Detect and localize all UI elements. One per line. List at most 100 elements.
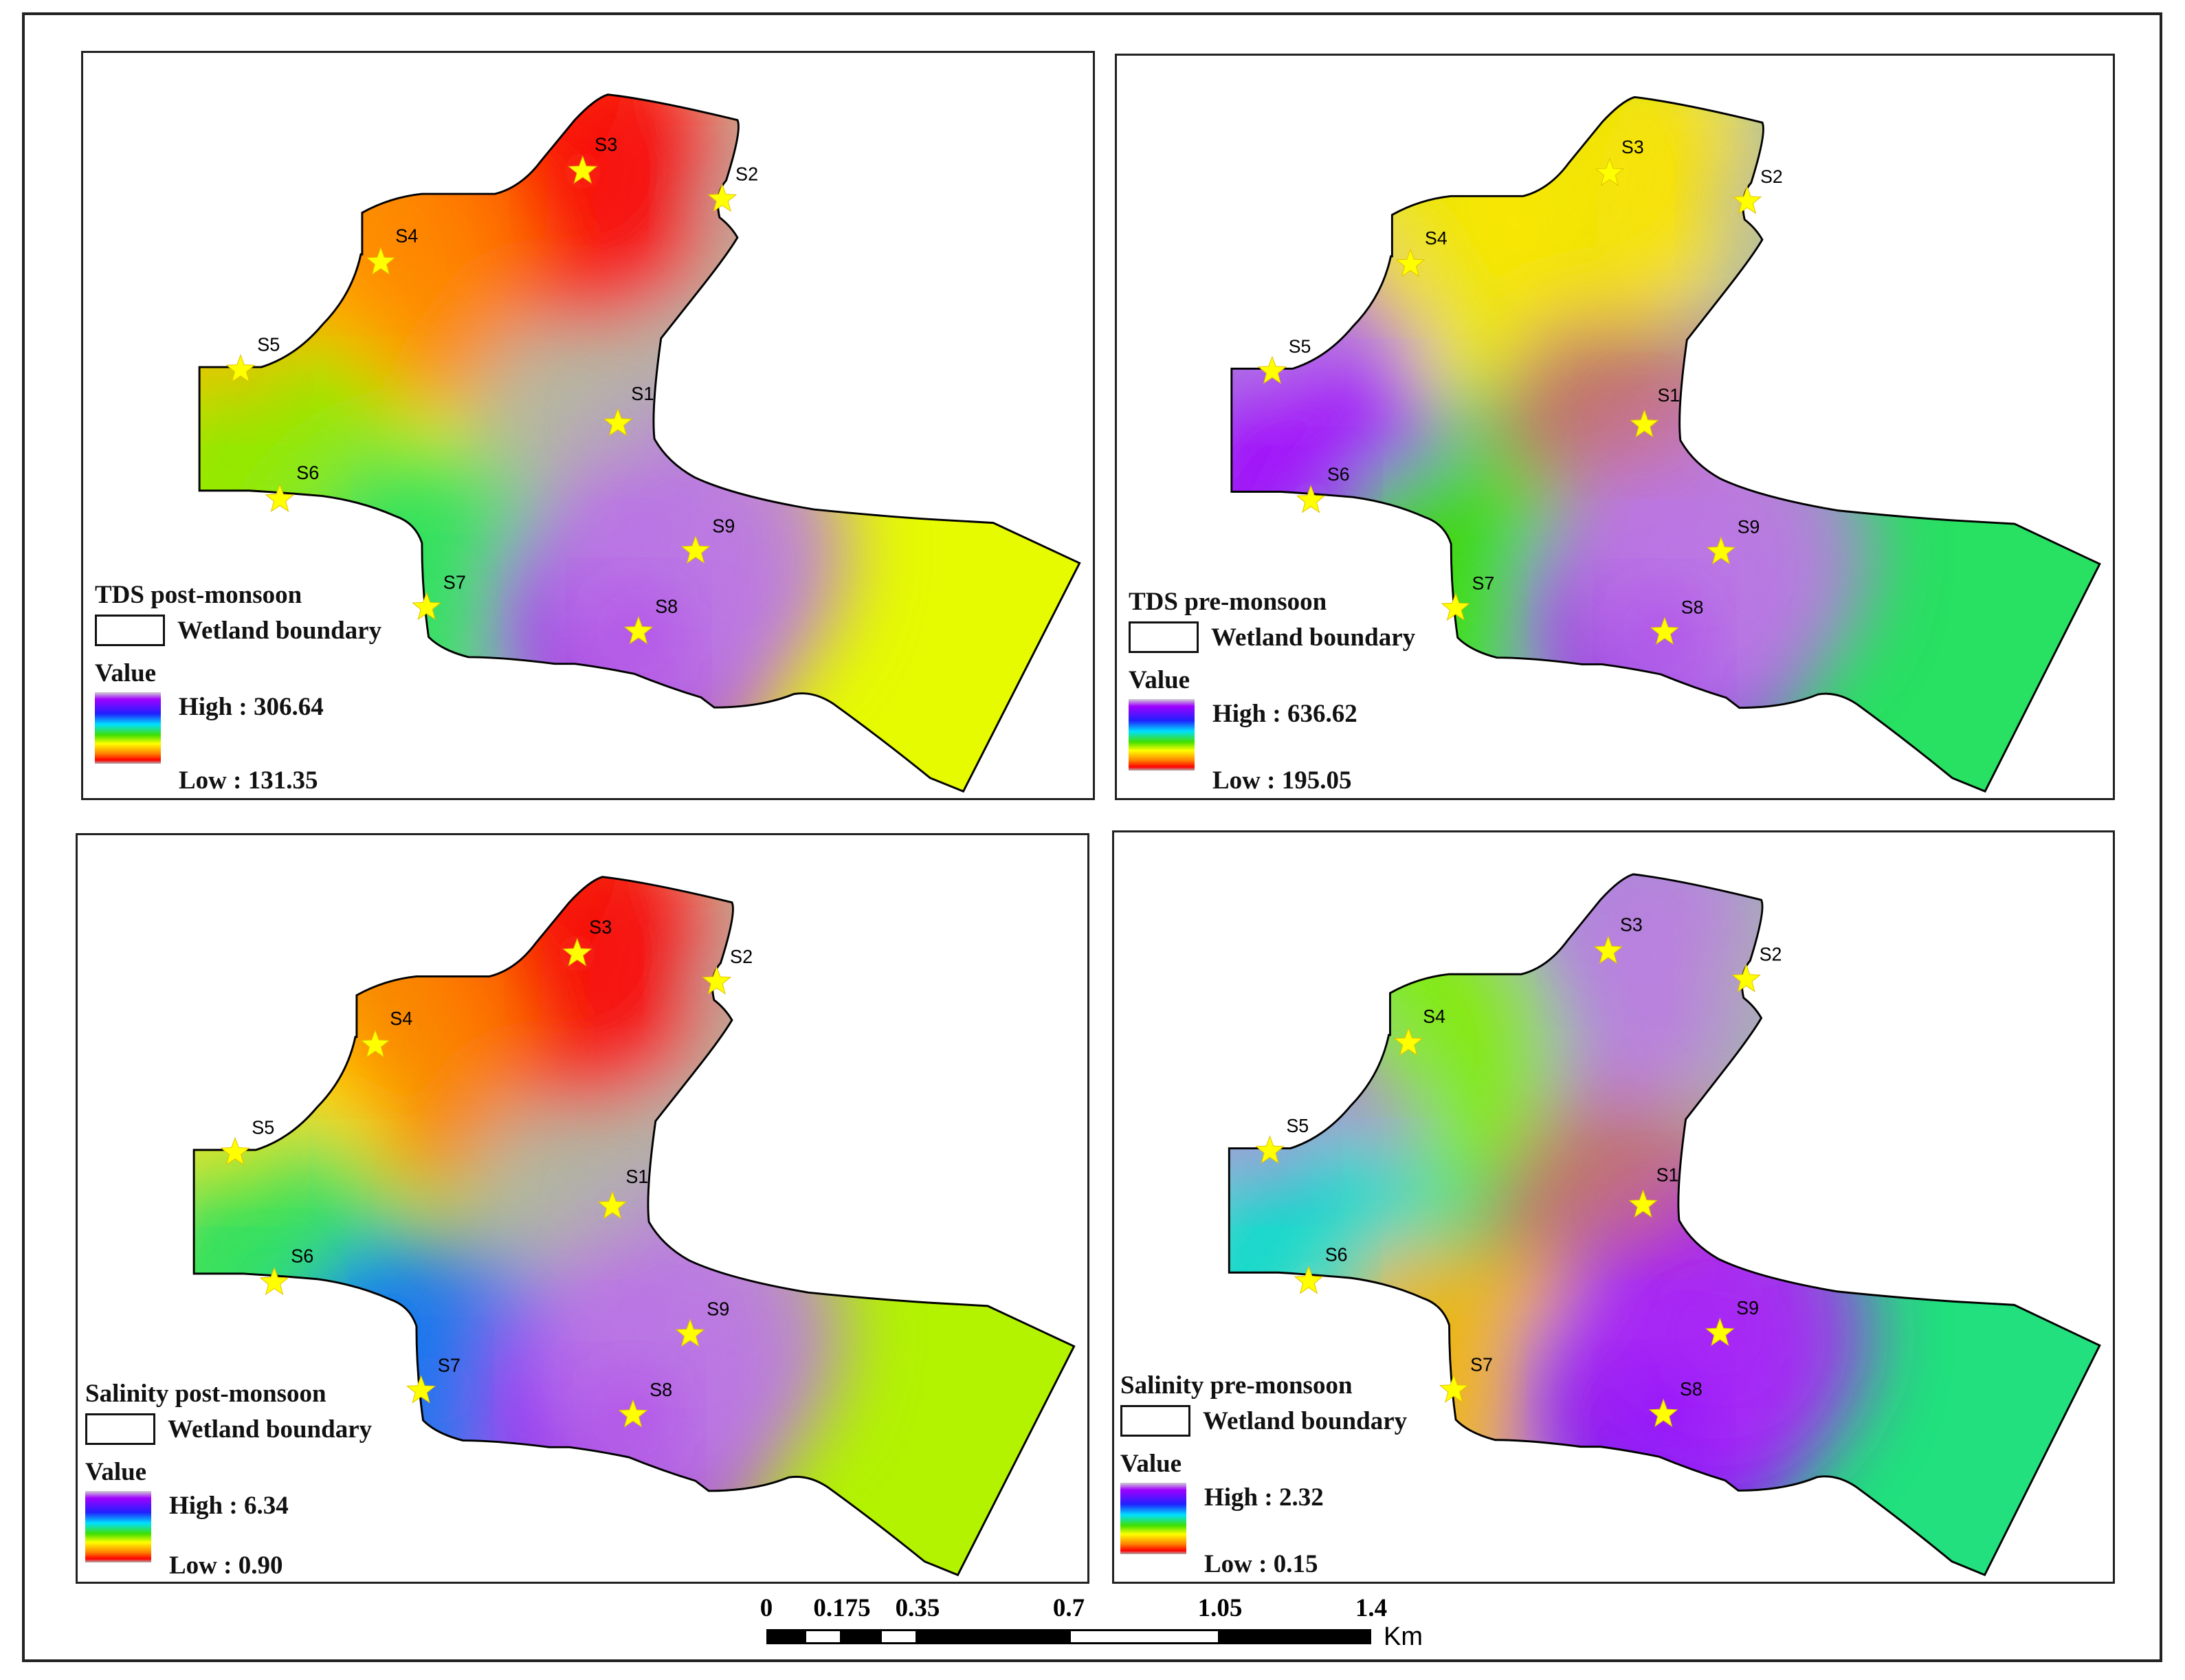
station-star-icon [1255,1135,1285,1164]
station-label: S9 [1736,1297,1759,1318]
value-label: Value [95,659,157,687]
station-star-icon [1628,1189,1658,1218]
boundary-swatch [95,615,165,646]
map-svg: S1 S2 S3 S4 S5 S6 S7 S8 S9 [1230,96,2101,793]
station-label: S7 [1470,1353,1493,1375]
high-label: High : 636.62 [1212,700,1357,728]
boundary-swatch [1120,1405,1190,1437]
station-star-icon [220,1136,250,1166]
station-star-icon [1393,1027,1423,1056]
station-star-icon [1630,409,1659,438]
station-star-icon [603,408,633,436]
station-star-icon [1731,964,1761,993]
scale-tick-label: 0.7 [1052,1594,1085,1622]
value-label: Value [1129,666,1190,694]
station-label: S1 [631,383,654,404]
boundary-label: Wetland boundary [1203,1406,1408,1435]
scale-unit: Km [1384,1622,1423,1651]
high-label: High : 306.64 [179,693,324,721]
station-label: S6 [296,462,319,483]
station-star-icon [707,184,737,212]
panel-tds-post-monsoon: S1 S2 S3 S4 S5 S6 S7 S8 S9 [81,51,1095,800]
station-star-icon [412,591,442,621]
station-star-icon [1706,536,1736,565]
legend-tds-post: TDS post-monsoon Wetland boundary Value … [95,582,381,795]
station-label: S4 [1425,228,1448,248]
station-label: S1 [625,1166,648,1187]
scale-segment [804,1629,842,1644]
map-svg: S1 S2 S3 S4 S5 S6 S7 S8 S9 [192,876,1076,1577]
scale-segment [918,1629,1069,1644]
station-star-icon [1705,1317,1735,1347]
station-label: S9 [707,1298,729,1319]
scale-tick-label: 0.35 [895,1594,940,1622]
station-star-icon [259,1266,289,1296]
station-star-icon [597,1191,628,1219]
station-label: S6 [291,1245,313,1266]
station-label: S6 [1325,1244,1348,1265]
station-star-icon [225,354,256,383]
legend-salinity-pre: Salinity pre-monsoon Wetland boundary Va… [1120,1372,1407,1579]
boundary-swatch [85,1413,155,1445]
station-star-icon [562,938,592,966]
panel-salinity-post-monsoon: S1 S2 S3 S4 S5 S6 S7 S8 S9 [76,833,1089,1584]
high-label: High : 2.32 [1204,1483,1324,1512]
station-star-icon [568,155,598,184]
station-star-icon [265,483,295,512]
station-star-icon [1439,1374,1469,1403]
station-star-icon [406,1375,436,1404]
station-label: S8 [655,595,678,617]
color-ramp [1120,1483,1186,1554]
legend-tds-pre: TDS pre-monsoon Wetland boundary Value H… [1129,588,1415,795]
low-label: Low : 195.05 [1212,766,1352,795]
station-label: S5 [252,1116,274,1138]
scale-bar: Km 0 0.175 0.35 0.7 1.05 1.4 [760,1593,1454,1655]
station-star-icon [1650,616,1680,645]
scale-segment [1069,1629,1220,1644]
station-star-icon [1441,592,1471,621]
station-star-icon [680,535,711,564]
value-label: Value [1120,1450,1182,1478]
station-star-icon [675,1318,705,1347]
boundary-swatch [1129,621,1199,653]
station-label: S8 [1681,597,1704,617]
station-star-icon [1648,1398,1678,1428]
boundary-label: Wetland boundary [177,616,382,645]
station-label: S8 [1680,1378,1702,1400]
station-label: S3 [1621,137,1644,157]
station-star-icon [1294,1265,1324,1294]
station-star-icon [702,966,732,995]
scale-segment [766,1629,804,1644]
wetland-boundary [198,93,1081,793]
wetland-boundary [192,876,1076,1577]
station-star-icon [366,246,396,276]
station-label: S6 [1327,464,1350,485]
station-label: S5 [1289,336,1311,357]
panel-salinity-pre-monsoon: S1 S2 S3 S4 S5 S6 S7 S8 S9 [1112,830,2115,1584]
station-label: S1 [1657,385,1680,406]
color-ramp [85,1491,151,1562]
low-label: Low : 0.90 [169,1551,283,1580]
station-label: S4 [395,225,418,246]
boundary-label: Wetland boundary [168,1415,373,1444]
value-label: Value [85,1458,147,1486]
station-label: S3 [595,133,617,155]
color-ramp [1129,699,1195,771]
station-label: S3 [589,916,612,938]
station-label: S5 [1286,1115,1309,1136]
station-label: S2 [1760,943,1782,964]
legend-salinity-post: Salinity post-monsoon Wetland boundary V… [85,1380,372,1580]
station-label: S2 [730,946,753,967]
station-star-icon [1732,186,1762,214]
scale-tick-label: 0 [759,1594,773,1622]
map-frame [22,12,2162,1662]
legend-title: TDS pre-monsoon [1129,588,1327,616]
scale-segment [842,1629,880,1644]
wetland-boundary [1228,873,2101,1577]
station-label: S7 [438,1355,461,1376]
high-label: High : 6.34 [169,1492,289,1520]
station-label: S1 [1656,1164,1679,1185]
station-label: S2 [1760,166,1783,187]
station-label: S7 [1472,573,1495,593]
station-label: S4 [390,1008,412,1029]
